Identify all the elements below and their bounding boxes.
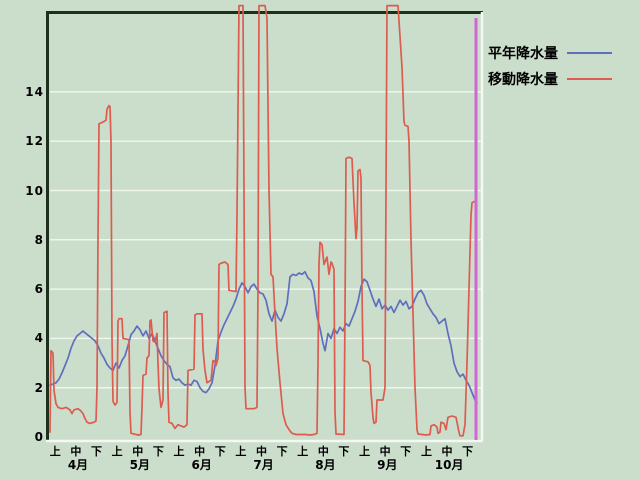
x-axis-month-label: 4月 [67, 458, 89, 472]
series-heinen-kousuiryou [49, 270, 478, 404]
legend-label-heinen: 平年降水量 [488, 46, 558, 62]
y-axis-label: 4 [34, 331, 44, 346]
x-axis-month-label: 6月 [191, 458, 212, 472]
x-axis-period-label: 上 [173, 445, 185, 458]
x-axis-period-label: 上 [111, 445, 123, 458]
x-axis-period-label: 中 [194, 445, 206, 458]
x-axis-period-label: 下 [152, 445, 164, 458]
x-axis-month-label: 9月 [377, 458, 398, 472]
y-axis-label: 14 [25, 84, 44, 99]
x-axis-period-label: 中 [441, 445, 453, 458]
x-axis-period-label: 下 [462, 445, 474, 458]
legend-line-blue [567, 52, 612, 54]
x-axis-month-label: 10月 [434, 458, 464, 472]
legend-item-idou: 移動降水量 [488, 66, 612, 92]
y-axis-label: 0 [34, 430, 44, 444]
x-axis-month-label: 5月 [129, 458, 151, 472]
x-axis-month-label: 8月 [315, 458, 336, 472]
x-axis-period-label: 中 [317, 445, 329, 458]
x-axis-period-label: 下 [91, 445, 102, 458]
series-idou-kousuiryou [49, 4, 477, 437]
legend-item-heinen: 平年降水量 [488, 40, 612, 66]
x-axis-period-label: 上 [235, 445, 247, 458]
legend: 平年降水量 移動降水量 [488, 40, 612, 92]
x-axis-period-label: 中 [132, 445, 144, 458]
x-axis-period-label: 上 [359, 445, 371, 458]
y-axis-label: 12 [25, 134, 44, 149]
x-axis-period-label: 中 [255, 445, 267, 458]
x-axis-period-label: 下 [214, 445, 226, 458]
y-axis-label: 8 [34, 232, 44, 247]
x-axis-period-label: 上 [49, 445, 61, 458]
y-axis-label: 10 [25, 183, 44, 198]
x-axis-period-label: 下 [276, 445, 288, 458]
x-axis-period-label: 下 [338, 445, 350, 458]
x-axis-period-label: 上 [420, 445, 432, 458]
legend-line-red [567, 78, 612, 80]
x-axis-period-label: 中 [70, 445, 82, 458]
y-axis-label: 2 [34, 380, 44, 395]
x-axis-period-label: 下 [400, 445, 412, 458]
legend-label-idou: 移動降水量 [488, 72, 558, 88]
x-axis-period-label: 上 [297, 445, 309, 458]
x-axis-period-label: 中 [379, 445, 391, 458]
y-axis-label: 6 [34, 282, 44, 297]
x-axis-month-label: 7月 [253, 458, 274, 472]
